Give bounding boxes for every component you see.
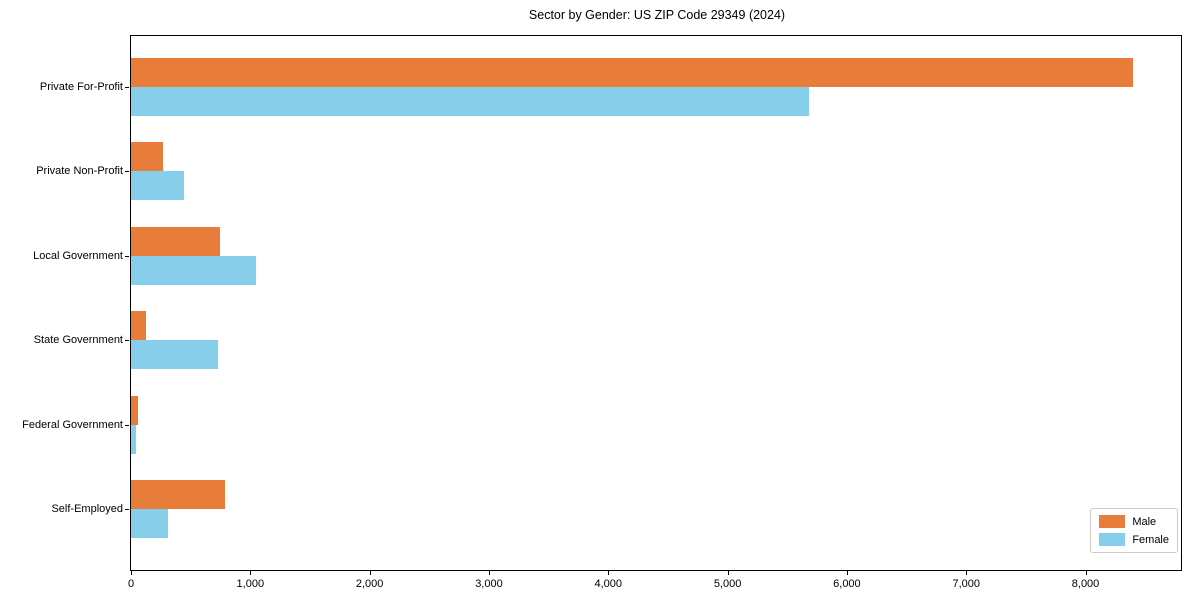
- bar-male-state-government: [131, 311, 146, 341]
- x-tick-label-0: 0: [127, 578, 135, 590]
- chart-title: Sector by Gender: US ZIP Code 29349 (202…: [528, 8, 786, 22]
- x-tick-mark: [488, 571, 490, 575]
- bar-male-self-employed: [131, 480, 226, 509]
- x-tick-label-4000: 4,000: [594, 578, 623, 590]
- bar-male-private-non-profit: [131, 142, 164, 172]
- x-tick-mark: [131, 571, 132, 575]
- y-tick-label-local-government: Local Government: [33, 249, 123, 262]
- legend-item-female: Female: [1099, 533, 1169, 546]
- y-tick-label-state-government: State Government: [33, 334, 123, 347]
- y-tick-mark: [125, 340, 129, 342]
- x-tick-label-6000: 6,000: [833, 578, 861, 590]
- x-tick-label-7000: 7,000: [952, 578, 980, 590]
- x-tick-label-5000: 5,000: [713, 578, 742, 590]
- x-tick-mark: [727, 571, 729, 575]
- bar-male-private-for-profit: [131, 58, 1134, 87]
- y-tick-label-private-non-profit: Private Non-Profit: [36, 165, 123, 178]
- x-tick-mark: [1085, 571, 1087, 575]
- y-tick-mark: [125, 255, 129, 257]
- legend-item-male: Male: [1099, 515, 1169, 528]
- y-tick-label-self-employed: Self-Employed: [51, 503, 123, 515]
- bar-female-local-government: [131, 255, 256, 285]
- x-tick-label-1000: 1,000: [236, 578, 265, 590]
- x-tick-label-2000: 2,000: [355, 578, 384, 590]
- bar-male-federal-government: [131, 395, 139, 425]
- y-tick-mark: [125, 87, 129, 88]
- bar-female-state-government: [131, 340, 219, 370]
- y-tick-label-federal-government: Federal Government: [22, 418, 123, 431]
- legend-swatch-female: [1099, 533, 1126, 546]
- legend-label-male: Male: [1132, 515, 1157, 528]
- x-tick-mark: [846, 571, 848, 575]
- x-tick-mark: [369, 571, 371, 575]
- x-tick-mark: [250, 571, 252, 575]
- legend: Male Female: [1090, 508, 1178, 553]
- y-tick-mark: [125, 424, 129, 426]
- bar-female-self-employed: [131, 509, 168, 538]
- y-tick-mark: [125, 171, 129, 173]
- x-tick-label-8000: 8,000: [1071, 578, 1100, 590]
- bar-female-private-non-profit: [131, 171, 185, 201]
- legend-swatch-male: [1099, 515, 1126, 528]
- bar-female-private-for-profit: [131, 87, 809, 116]
- bar-male-local-government: [131, 226, 220, 256]
- y-tick-mark: [125, 509, 129, 510]
- legend-label-female: Female: [1132, 533, 1169, 546]
- x-tick-mark: [966, 571, 968, 575]
- x-tick-mark: [608, 571, 610, 575]
- x-tick-label-3000: 3,000: [475, 578, 503, 590]
- y-tick-label-private-for-profit: Private For-Profit: [39, 81, 123, 93]
- bar-female-federal-government: [131, 424, 136, 454]
- plot-area: Male Female: [130, 35, 1182, 571]
